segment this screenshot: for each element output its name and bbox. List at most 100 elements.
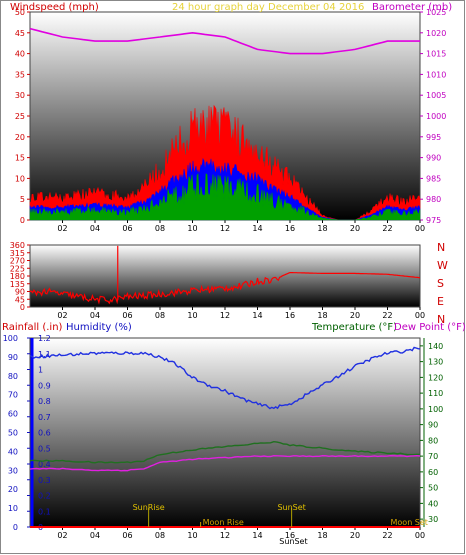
wind-panel-xtick-label: 20 (350, 224, 360, 233)
wind-panel-xtick-label: 22 (382, 224, 392, 233)
rainfall-ytick-label: 0.8 (38, 397, 51, 406)
temperature-panel-xtick-label: 10 (187, 531, 197, 540)
windspeed-min-area (29, 173, 421, 221)
humidity-line (29, 346, 421, 410)
direction-ytick-label: 315 (10, 249, 25, 258)
barometer-ytick-label: 990 (426, 154, 441, 163)
rainfall-ytick-label: 1.1 (38, 350, 51, 359)
barometer-ytick-label: 1015 (426, 50, 446, 59)
windspeed-ytick-label: 35 (15, 70, 25, 79)
humidity-ytick-label: 80 (8, 372, 18, 381)
temperature-panel-xtick-label: 20 (350, 531, 360, 540)
barometer-ytick-label: 1005 (426, 91, 446, 100)
wind-panel-xtick-label: 00 (415, 224, 425, 233)
barometer-ytick-label: 975 (426, 216, 441, 225)
direction-panel-xtick-label: 04 (90, 311, 100, 320)
dewpoint-line (29, 454, 421, 472)
temperature-ytick-label: 70 (428, 452, 438, 461)
direction-panel-xtick-label: 02 (57, 311, 67, 320)
temperature-panel-xtick-label: 18 (317, 531, 327, 540)
temperature-ytick-label: 80 (428, 436, 438, 445)
chart-title: 24 hour graph day December 04 2016 (172, 2, 365, 13)
compass-e: E (437, 295, 444, 308)
rainfall-ytick-label: 1.2 (38, 334, 51, 343)
rainfall-ytick-label: 0.4 (38, 460, 51, 469)
wind-direction-line (29, 272, 421, 305)
humidity-ytick-label: 70 (8, 391, 18, 400)
temperature-ytick-label: 90 (428, 421, 438, 430)
wind-panel-xtick-label: 10 (187, 224, 197, 233)
moonset-label: Moon Set (391, 518, 428, 527)
windspeed-ytick-label: 30 (15, 91, 25, 100)
direction-panel-xtick-label: 10 (187, 311, 197, 320)
wind-panel-xtick-label: 16 (285, 224, 295, 233)
wind-panel-xtick-label: 08 (155, 224, 165, 233)
barometer-line (29, 27, 420, 55)
barometer-ytick-label: 1000 (426, 112, 446, 121)
rainfall-ytick-label: 0.1 (38, 507, 51, 516)
temperature-ytick-label: 60 (428, 468, 438, 477)
direction-ytick-label: 0 (20, 303, 25, 312)
temperature-ytick-label: 110 (428, 389, 443, 398)
barometer-ytick-label: 1020 (426, 29, 446, 38)
rainfall-ytick-label: 0.3 (38, 476, 51, 485)
humidity-axis-title: Humidity (%) (66, 322, 132, 333)
temperature-ytick-label: 40 (428, 499, 438, 508)
temperature-panel-xtick-label: 04 (90, 531, 100, 540)
temperature-panel-xtick-label: 00 (415, 531, 425, 540)
moonrise-label: Moon Rise (203, 518, 244, 527)
temperature-ytick-label: 120 (428, 373, 443, 382)
temperature-panel-xtick-label: 14 (252, 531, 262, 540)
rainfall-ytick-label: 0.9 (38, 381, 51, 390)
windspeed-ytick-label: 10 (15, 174, 25, 183)
wind-panel-xtick-label: 14 (252, 224, 262, 233)
windspeed-axis-title: Windspeed (mph) (10, 2, 99, 13)
humidity-ytick-label: 0 (13, 523, 18, 532)
direction-ytick-label: 90 (15, 288, 25, 297)
wind-panel-xtick-label: 12 (220, 224, 230, 233)
windspeed-ytick-label: 40 (15, 50, 25, 59)
barometer-ytick-label: 980 (426, 195, 441, 204)
barometer-axis-title: Barometer (mb) (372, 2, 453, 13)
windspeed-ytick-label: 5 (20, 195, 25, 204)
humidity-ytick-label: 100 (3, 334, 18, 343)
direction-panel-xtick-label: 22 (382, 311, 392, 320)
temperature-panel-xtick-label: 08 (155, 531, 165, 540)
direction-ytick-label: 180 (10, 272, 25, 281)
temperature-ytick-label: 130 (428, 358, 443, 367)
direction-panel-xtick-label: 06 (122, 311, 132, 320)
compass-s: S (437, 277, 444, 290)
temperature-panel-xtick-label: 22 (382, 531, 392, 540)
humidity-ytick-label: 10 (8, 504, 18, 513)
humidity-ytick-label: 60 (8, 410, 18, 419)
direction-ytick-label: 360 (10, 241, 25, 250)
compass-w: W (437, 259, 448, 272)
sunrise-label: SunRise (133, 503, 165, 512)
humidity-ytick-label: 90 (8, 353, 18, 362)
direction-panel-xtick-label: 18 (317, 311, 327, 320)
temperature-panel-xtick-label: 16 (285, 531, 295, 540)
temperature-ytick-label: 140 (428, 342, 443, 351)
sunset-bottom-label: SunSet (279, 537, 307, 546)
barometer-ytick-label: 995 (426, 133, 441, 142)
rainfall-ytick-label: 0.5 (38, 444, 51, 453)
temperature-panel-xtick-label: 06 (122, 531, 132, 540)
wind-panel-xtick-label: 04 (90, 224, 100, 233)
barometer-ytick-label: 1025 (426, 8, 446, 17)
humidity-ytick-label: 30 (8, 466, 18, 475)
direction-panel-xtick-label: 00 (415, 311, 425, 320)
windspeed-ytick-label: 20 (15, 133, 25, 142)
rainfall-ytick-label: 0.7 (38, 413, 51, 422)
temperature-ytick-label: 30 (428, 515, 438, 524)
rainfall-ytick-label: 0.6 (38, 429, 51, 438)
windspeed-ytick-label: 45 (15, 29, 25, 38)
temperature-panel-xtick-label: 02 (57, 531, 67, 540)
temperature-panel: 0 10 20 30 40 50 60 70 80 90 10 00 0.1 0.2 0.3 0.4 0.5 0.… (3, 334, 444, 546)
compass-n-bottom: N (437, 313, 446, 326)
humidity-ytick-label: 40 (8, 447, 18, 456)
temperature-axis-title: Temperature (°F) (312, 322, 398, 333)
direction-panel-xtick-label: 20 (350, 311, 360, 320)
wind-panel-xtick-label: 18 (317, 224, 327, 233)
